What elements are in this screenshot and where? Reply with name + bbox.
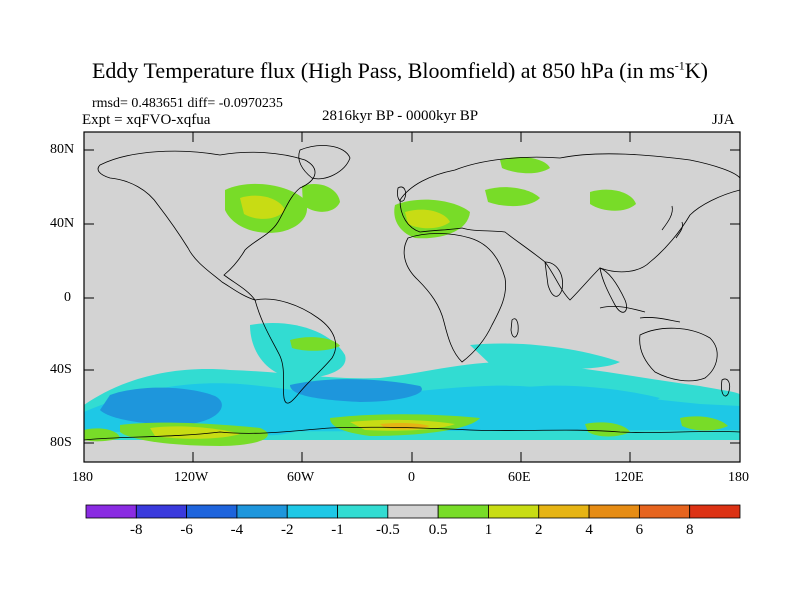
figure-title: Eddy Temperature flux (High Pass, Bloomf… (91, 58, 708, 83)
colorbar-label: -0.5 (375, 522, 400, 538)
colorbar-box (538, 504, 590, 519)
colorbar-box (638, 504, 691, 519)
stats-text: rmsd= 0.483651 diff= -0.0970235 (92, 96, 283, 111)
colorbar-label: 2 (535, 522, 543, 538)
lon-label-120w: 120W (174, 470, 209, 485)
colorbar-label: 0.5 (428, 522, 448, 538)
colorbar-label: -6 (180, 522, 193, 538)
colorbar-box (437, 504, 489, 519)
colorbar-box (488, 504, 540, 519)
lat-label-80n: 80N (50, 142, 75, 157)
lon-label-0: 0 (408, 470, 415, 485)
lat-label-40s: 40S (50, 362, 72, 377)
lat-label-40n: 40N (50, 216, 75, 231)
map-panel (84, 132, 740, 462)
lat-label-0: 0 (64, 290, 71, 305)
colorbar-box (186, 504, 238, 519)
colorbar-box (85, 504, 137, 519)
colorbar-label: 8 (685, 522, 694, 538)
colorbar-label: 1 (484, 522, 493, 538)
colorbar-label: 4 (585, 522, 593, 538)
colorbar-box (236, 504, 288, 519)
colorbar-box (689, 504, 741, 519)
colorbar-label: -4 (230, 522, 244, 538)
colorbar-box (588, 504, 640, 519)
lat-label-80s: 80S (50, 435, 72, 450)
colorbar-box (286, 504, 338, 519)
colorbar-label: -2 (280, 522, 294, 538)
lon-label-120e: 120E (614, 470, 644, 485)
period-label: 2816kyr BP - 0000kyr BP (322, 108, 479, 124)
colorbar-box (337, 504, 389, 519)
colorbar-label: -8 (130, 522, 143, 538)
colorbar-box (387, 504, 439, 519)
lon-label-60e: 60E (508, 470, 531, 485)
experiment-label: Expt = xqFVO-xqfua (82, 112, 211, 128)
axis-ticks (83, 132, 741, 462)
lon-label-180e: 180 (728, 470, 749, 485)
lon-label-180w: 180 (72, 470, 93, 485)
negative-flux-regions (84, 323, 740, 440)
colorbar-label: -1 (331, 522, 344, 538)
season-label: JJA (712, 112, 735, 128)
colorbar (85, 504, 741, 519)
coastlines (84, 145, 740, 441)
lon-label-60w: 60W (287, 470, 315, 485)
colorbar-label: 6 (635, 522, 644, 538)
colorbar-box (135, 504, 188, 519)
